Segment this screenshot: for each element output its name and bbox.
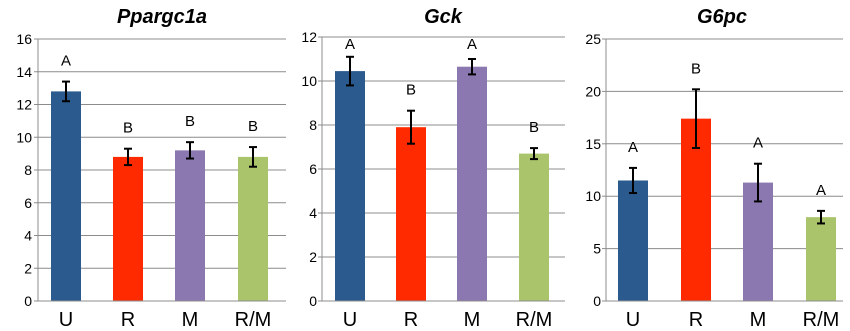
significance-label: B [123,120,133,137]
x-tick-label: R [121,309,135,331]
y-tick-label: 6 [24,195,32,211]
chart-panel-3: G6pc 0 5 10 15 20 25 A U B R A M A R/M [585,6,843,331]
y-tick-label: 4 [309,205,317,221]
x-tick-label: M [750,309,767,331]
significance-label: B [529,119,539,136]
y-tick-label: 2 [309,249,317,265]
bar-m [175,150,205,301]
y-tick-label: 6 [309,161,317,177]
x-tick-label: M [464,309,481,331]
significance-label: A [61,53,71,70]
bar-u [51,91,81,302]
significance-label: A [467,36,477,53]
y-tick-label: 10 [585,188,601,204]
x-tick-label: U [626,309,640,331]
bar-r-m [238,156,268,301]
x-tick-label: U [59,309,73,331]
chart-panel-1: Ppargc1a 0 2 4 6 8 10 12 14 16 A U B R B M B R/M [16,6,286,331]
y-tick-label: 8 [309,117,317,133]
bar-m [457,66,487,301]
significance-label: A [753,135,763,152]
y-tick-label: 0 [309,293,317,309]
bar-r [113,156,143,301]
bar-u [335,71,365,301]
significance-label: B [248,118,258,135]
bar-r-m [519,153,549,301]
bar-r [396,127,426,301]
x-tick-label: U [343,309,357,331]
y-tick-label: 12 [16,97,32,113]
x-tick-label: R [404,309,418,331]
significance-label: B [406,82,416,99]
y-tick-label: 0 [24,293,32,309]
chart-title: Gck [424,6,463,28]
chart-panel-2: Gck 0 2 4 6 8 10 12 A U B R A M B R/M [301,6,565,331]
x-tick-label: R [689,309,703,331]
significance-label: A [345,36,355,53]
x-tick-label: R/M [803,309,840,331]
significance-label: B [691,60,701,77]
y-tick-label: 2 [24,260,32,276]
bar-r [681,118,711,301]
y-tick-label: 15 [585,136,601,152]
y-tick-label: 12 [301,29,317,45]
bar-u [618,180,648,301]
chart-title: Ppargc1a [117,6,207,28]
y-tick-label: 10 [301,73,317,89]
bar-r-m [806,217,836,301]
significance-label: A [628,139,638,156]
y-tick-label: 4 [24,228,32,244]
y-tick-label: 25 [585,31,601,47]
x-tick-label: R/M [516,309,553,331]
y-tick-label: 5 [593,241,601,257]
y-tick-label: 10 [16,129,32,145]
chart-title: G6pc [697,6,747,28]
x-tick-label: M [182,309,199,331]
significance-label: A [816,182,826,199]
y-tick-label: 8 [24,162,32,178]
y-tick-label: 0 [593,293,601,309]
significance-label: B [185,113,195,130]
y-tick-label: 14 [16,64,32,80]
y-tick-label: 16 [16,31,32,47]
x-tick-label: R/M [235,309,272,331]
y-tick-label: 20 [585,83,601,99]
